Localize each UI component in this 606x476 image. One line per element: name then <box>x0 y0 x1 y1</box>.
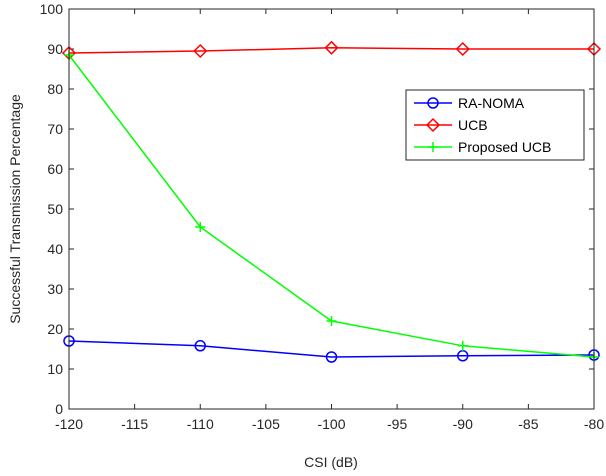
x-tick-label: -110 <box>187 416 214 432</box>
legend-marker <box>427 97 439 109</box>
y-tick-label: 10 <box>47 361 63 377</box>
legend: RA-NOMA UCB Proposed UCB <box>405 89 585 161</box>
legend-marker <box>428 142 438 152</box>
y-tick-label: 40 <box>47 241 63 257</box>
legend-label: RA-NOMA <box>458 95 525 111</box>
x-tick-label: -80 <box>584 416 604 432</box>
x-tick-label: -120 <box>55 416 83 432</box>
y-tick-label: 0 <box>55 401 63 417</box>
plot-frame <box>68 8 595 410</box>
y-tick-label: 60 <box>47 161 63 177</box>
data-point <box>457 340 468 351</box>
y-tick-label: 50 <box>47 201 63 217</box>
axis-ticks: -120 -115 -110 -105 -100 -95 -90 -85 -80 0 10 20 30 4… <box>40 1 605 432</box>
data-point <box>193 43 208 59</box>
y-tick-label: 20 <box>47 321 63 337</box>
legend-label: UCB <box>458 117 488 133</box>
x-tick-label: -115 <box>121 416 148 432</box>
x-tick-label: -105 <box>252 416 280 432</box>
series-ucb <box>61 40 602 61</box>
series-proposed-ucb <box>64 50 599 362</box>
series-line <box>68 340 595 358</box>
data-point <box>324 40 339 55</box>
y-tick-label: 80 <box>47 81 63 97</box>
legend-marker <box>425 117 441 133</box>
x-tick-label: -95 <box>387 416 407 432</box>
data-point <box>326 316 337 326</box>
legend-item: RA-NOMA <box>414 95 525 111</box>
data-point <box>455 41 470 57</box>
y-tick-label: 30 <box>47 281 63 297</box>
series-line <box>68 47 594 54</box>
x-axis-label: CSI (dB) <box>304 454 358 470</box>
legend-label: Proposed UCB <box>458 139 551 155</box>
plot-area <box>69 9 594 409</box>
data-point <box>194 340 206 352</box>
y-axis-label: Successful Transmission Percentage <box>7 94 23 324</box>
y-tick-label: 70 <box>47 121 63 137</box>
y-tick-label: 90 <box>47 41 63 57</box>
x-tick-label: -90 <box>453 416 473 432</box>
x-tick-label: -85 <box>518 416 538 432</box>
y-tick-label: 100 <box>40 1 64 17</box>
series-layer <box>61 40 602 363</box>
data-point <box>195 222 206 232</box>
x-tick-label: -100 <box>317 416 345 432</box>
data-point <box>325 351 338 363</box>
legend-item: UCB <box>414 117 488 133</box>
legend-item: Proposed UCB <box>414 139 551 155</box>
